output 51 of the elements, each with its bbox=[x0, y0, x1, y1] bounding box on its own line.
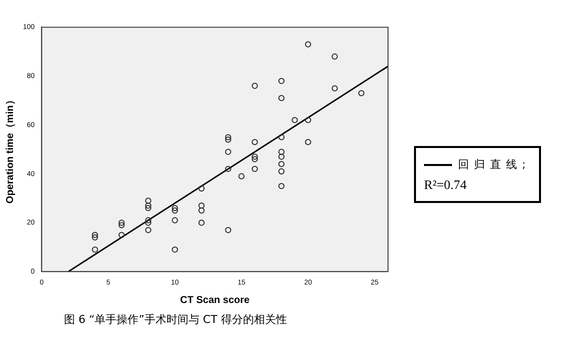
point bbox=[252, 138, 258, 146]
point bbox=[304, 138, 312, 146]
point bbox=[145, 217, 152, 224]
point bbox=[172, 246, 178, 253]
point bbox=[92, 232, 98, 238]
point bbox=[278, 160, 285, 168]
y-axis-title: Operation time（min） bbox=[4, 95, 16, 204]
point bbox=[172, 204, 178, 212]
point bbox=[278, 154, 285, 160]
point bbox=[252, 166, 258, 172]
point bbox=[225, 136, 232, 143]
point bbox=[198, 202, 205, 209]
point bbox=[252, 156, 258, 162]
point bbox=[278, 134, 285, 140]
point bbox=[225, 166, 232, 172]
text: R²=0.74 bbox=[424, 176, 468, 194]
point bbox=[172, 217, 178, 224]
legend-label: 回归直线; bbox=[458, 158, 531, 171]
text: 图 6 “单手操作”手术时间与 CT 得分的相关性 bbox=[64, 312, 287, 327]
point bbox=[92, 246, 98, 253]
point bbox=[225, 226, 232, 234]
point bbox=[198, 220, 205, 226]
point bbox=[358, 90, 364, 96]
point bbox=[145, 220, 152, 226]
point bbox=[145, 198, 152, 204]
point bbox=[278, 94, 285, 102]
point bbox=[304, 116, 312, 124]
point bbox=[145, 226, 152, 234]
point bbox=[198, 185, 205, 192]
point bbox=[225, 148, 232, 155]
point bbox=[172, 207, 178, 214]
point bbox=[332, 53, 338, 60]
point bbox=[92, 234, 98, 240]
point bbox=[304, 41, 312, 48]
point bbox=[278, 168, 285, 174]
point bbox=[278, 182, 285, 190]
x-axis-title: CT Scan score bbox=[180, 294, 250, 306]
point bbox=[118, 232, 125, 238]
point bbox=[225, 134, 232, 140]
point bbox=[145, 202, 152, 209]
point bbox=[278, 78, 285, 84]
point bbox=[238, 173, 245, 180]
point bbox=[145, 204, 152, 212]
point bbox=[278, 148, 285, 155]
point bbox=[252, 154, 258, 160]
point bbox=[118, 222, 125, 228]
point bbox=[252, 82, 258, 89]
point bbox=[198, 207, 205, 214]
point bbox=[292, 116, 298, 124]
point bbox=[332, 85, 338, 92]
point bbox=[118, 220, 125, 226]
